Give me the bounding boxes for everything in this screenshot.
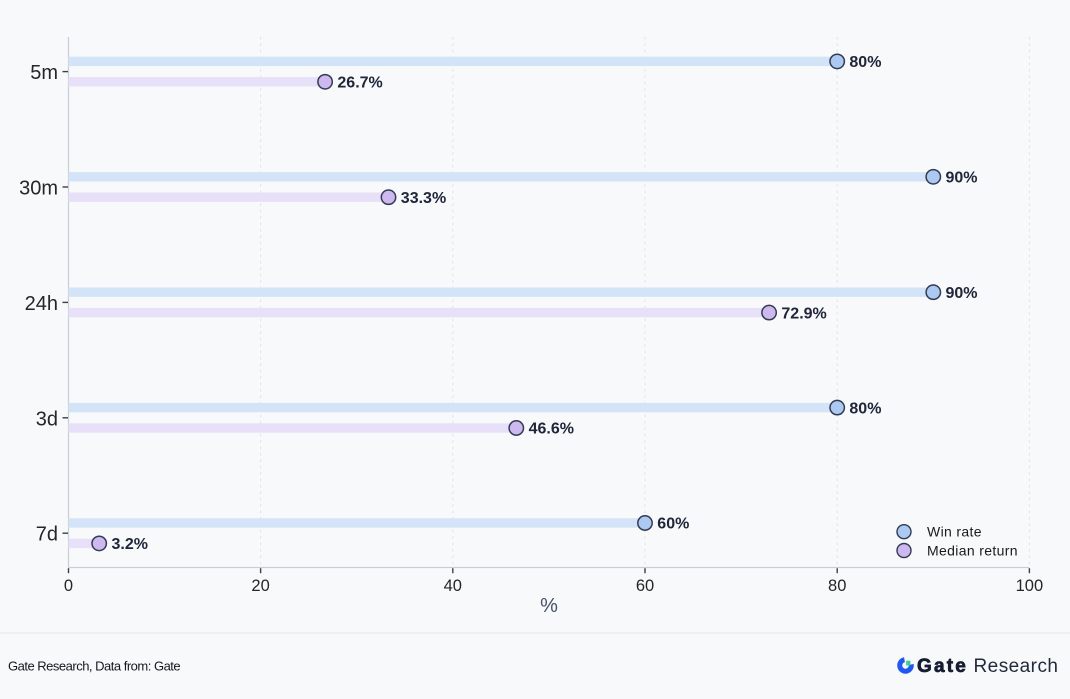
svg-text:3.2%: 3.2% (112, 536, 148, 553)
svg-text:72.9%: 72.9% (781, 305, 826, 322)
svg-text:7d: 7d (36, 524, 58, 546)
svg-text:80%: 80% (849, 400, 881, 417)
svg-text:Win rate: Win rate (927, 524, 982, 540)
svg-text:Gate Research, Data from: Gate: Gate Research, Data from: Gate (8, 659, 180, 674)
svg-text:Research: Research (974, 656, 1059, 677)
svg-text:100: 100 (1016, 577, 1044, 595)
svg-text:80: 80 (828, 577, 846, 595)
svg-text:20: 20 (251, 577, 269, 595)
svg-text:46.6%: 46.6% (529, 421, 574, 438)
svg-text:30m: 30m (19, 178, 58, 200)
svg-text:26.7%: 26.7% (337, 75, 382, 92)
svg-text:33.3%: 33.3% (401, 190, 446, 207)
svg-text:Median return: Median return (927, 542, 1018, 558)
svg-text:40: 40 (444, 577, 462, 595)
svg-text:3d: 3d (36, 408, 58, 430)
svg-text:60%: 60% (657, 516, 689, 533)
svg-text:5m: 5m (30, 62, 58, 84)
svg-text:80%: 80% (849, 54, 881, 71)
svg-text:90%: 90% (946, 170, 978, 187)
svg-text:60: 60 (636, 577, 654, 595)
svg-text:0: 0 (64, 577, 73, 595)
svg-text:24h: 24h (25, 293, 58, 315)
svg-text:%: % (540, 595, 558, 617)
svg-text:Gate: Gate (917, 656, 968, 677)
svg-text:90%: 90% (946, 285, 978, 302)
